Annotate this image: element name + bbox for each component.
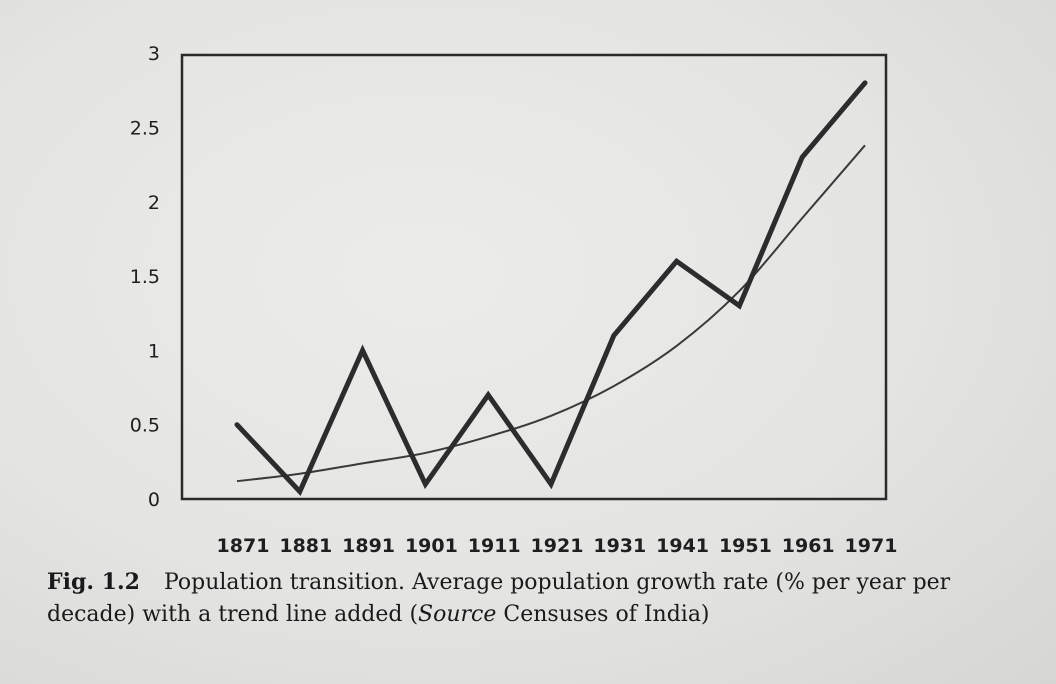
x-tick-label: 1921 xyxy=(531,535,584,557)
caption-label: Fig. 1.2 xyxy=(47,569,140,595)
growth-rate-line xyxy=(234,80,868,497)
y-tick-label: 2 xyxy=(148,192,160,214)
trend-line xyxy=(236,144,866,483)
caption-source-italic: Source xyxy=(418,602,497,627)
growth-rate-point xyxy=(486,393,490,397)
x-tick-label: 1941 xyxy=(656,535,709,557)
caption-text: Population transition. Average populatio… xyxy=(47,570,951,627)
growth-rate-point xyxy=(298,490,302,494)
x-tick-label: 1891 xyxy=(342,535,395,557)
growth-rate-point xyxy=(800,155,804,159)
y-tick-label: 3 xyxy=(148,43,160,65)
growth-rate-point xyxy=(549,482,553,486)
growth-rate-point xyxy=(235,423,239,427)
y-tick-label: 0 xyxy=(148,489,160,511)
growth-rate-point xyxy=(863,81,867,85)
x-tick-label: 1951 xyxy=(719,535,772,557)
y-tick-label: 1 xyxy=(148,340,160,362)
growth-rate-point xyxy=(361,348,365,352)
y-tick-label: 0.5 xyxy=(130,415,160,437)
y-tick-label: 2.5 xyxy=(130,118,160,140)
x-tick-label: 1961 xyxy=(782,535,835,557)
y-tick-label: 1.5 xyxy=(130,266,160,288)
growth-rate-point xyxy=(737,304,741,308)
x-tick-label: 1871 xyxy=(217,535,270,557)
growth-rate-point xyxy=(423,482,427,486)
x-tick-label: 1931 xyxy=(593,535,646,557)
growth-rate-point xyxy=(612,334,616,338)
figure-caption: Fig. 1.2 Population transition. Average p… xyxy=(47,566,1037,631)
caption-source-text: Censuses of India) xyxy=(496,602,710,627)
growth-rate-point xyxy=(675,259,679,263)
x-tick-label: 1971 xyxy=(845,535,898,557)
plot-frame xyxy=(180,53,888,501)
line-chart: 0 0.5 1 1.5 2 2.5 3 1871 1881 1891 1901 1911 1921 19… xyxy=(130,43,898,557)
x-tick-label: 1911 xyxy=(468,535,521,557)
x-tick-label: 1901 xyxy=(405,535,458,557)
x-tick-label: 1881 xyxy=(279,535,332,557)
